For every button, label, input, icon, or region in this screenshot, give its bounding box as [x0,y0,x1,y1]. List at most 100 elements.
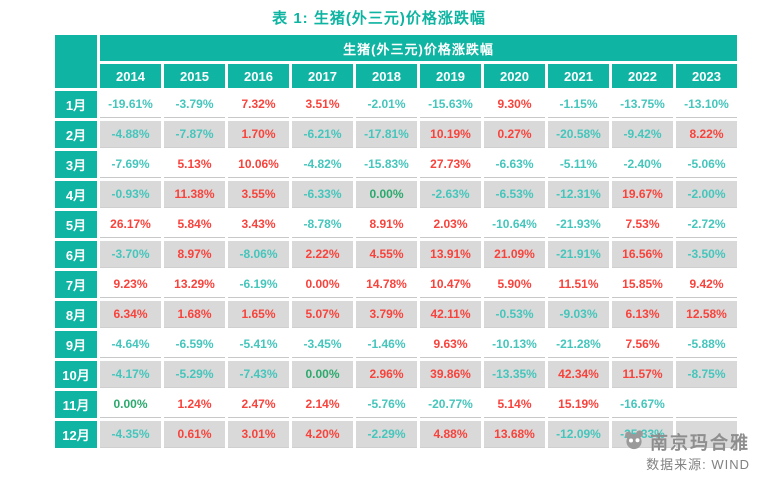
value-cell: 3.79% [356,301,417,328]
value-cell: -4.82% [292,151,353,178]
value-cell: 2.03% [420,211,481,238]
month-label: 9月 [55,331,97,358]
value-cell: 26.17% [100,211,161,238]
watermark-brand: 南京玛合雅 [650,432,750,453]
value-cell: -2.72% [676,211,737,238]
value-cell: -6.21% [292,121,353,148]
value-cell: 39.86% [420,361,481,388]
value-cell: -7.43% [228,361,289,388]
value-cell [676,391,737,418]
table-row: 1月 -19.61% -3.79% 7.32% 3.51% -2.01% -15.63% 9.… [55,91,737,118]
value-cell: 13.29% [164,271,225,298]
value-cell: 15.85% [612,271,673,298]
value-cell: 2.14% [292,391,353,418]
table-row: 6月 -3.70% 8.97% -8.06% 2.22% 4.55% 13.91% 21.09… [55,241,737,268]
value-cell: 5.13% [164,151,225,178]
value-cell: -21.91% [548,241,609,268]
value-cell: -19.61% [100,91,161,118]
value-cell: -5.88% [676,331,737,358]
year-header-2022: 2022 [612,64,673,88]
value-cell: -8.06% [228,241,289,268]
value-cell: 4.20% [292,421,353,448]
value-cell: -6.53% [484,181,545,208]
value-cell: 13.68% [484,421,545,448]
value-cell: -1.15% [548,91,609,118]
year-header-row: 2014 2015 2016 2017 2018 2019 2020 2021 2022 2023 [55,64,737,88]
table-row: 3月 -7.69% 5.13% 10.06% -4.82% -15.83% 27.73% -6… [55,151,737,178]
value-cell: 3.01% [228,421,289,448]
year-header-2014: 2014 [100,64,161,88]
value-cell: -4.88% [100,121,161,148]
value-cell: -5.29% [164,361,225,388]
value-cell: -6.33% [292,181,353,208]
value-cell: 15.19% [548,391,609,418]
year-header-2019: 2019 [420,64,481,88]
table-row: 10月 -4.17% -5.29% -7.43% 0.00% 2.96% 39.86% -13… [55,361,737,388]
table-corner-cell [55,35,97,88]
value-cell: 0.00% [356,181,417,208]
value-cell: -0.93% [100,181,161,208]
value-cell: -7.87% [164,121,225,148]
value-cell: 2.96% [356,361,417,388]
value-cell: 1.65% [228,301,289,328]
value-cell: 1.24% [164,391,225,418]
value-cell: 10.47% [420,271,481,298]
watermark-brand-line: 南京玛合雅 [623,430,750,456]
month-label: 11月 [55,391,97,418]
value-cell: 9.23% [100,271,161,298]
value-cell: -13.35% [484,361,545,388]
value-cell: -2.29% [356,421,417,448]
value-cell: 5.90% [484,271,545,298]
value-cell: 8.91% [356,211,417,238]
month-label: 3月 [55,151,97,178]
value-cell: -2.63% [420,181,481,208]
value-cell: -20.58% [548,121,609,148]
value-cell: -2.40% [612,151,673,178]
value-cell: -6.63% [484,151,545,178]
table-row: 12月 -4.35% 0.61% 3.01% 4.20% -2.29% 4.88% 13.68… [55,421,737,448]
brand-logo-icon [623,430,647,456]
value-cell: -3.79% [164,91,225,118]
value-cell: -13.10% [676,91,737,118]
value-cell: -13.75% [612,91,673,118]
month-label: 10月 [55,361,97,388]
month-label: 2月 [55,121,97,148]
month-label: 5月 [55,211,97,238]
value-cell: 11.51% [548,271,609,298]
value-cell: 5.14% [484,391,545,418]
year-header-2015: 2015 [164,64,225,88]
value-cell: 9.42% [676,271,737,298]
value-cell: -7.69% [100,151,161,178]
value-cell: 10.19% [420,121,481,148]
value-cell: 21.09% [484,241,545,268]
value-cell: 0.61% [164,421,225,448]
value-cell: -5.41% [228,331,289,358]
table-row: 5月 26.17% 5.84% 3.43% -8.78% 8.91% 2.03% -10.64… [55,211,737,238]
page-title: 表 1: 生猪(外三元)价格涨跌幅 [272,10,486,27]
table-row: 4月 -0.93% 11.38% 3.55% -6.33% 0.00% -2.63% -6.5… [55,181,737,208]
value-cell: -10.13% [484,331,545,358]
value-cell: -8.75% [676,361,737,388]
value-cell: 13.91% [420,241,481,268]
value-cell: -4.64% [100,331,161,358]
month-label: 12月 [55,421,97,448]
value-cell: 0.00% [100,391,161,418]
value-cell: -4.35% [100,421,161,448]
value-cell: -0.53% [484,301,545,328]
value-cell: 5.84% [164,211,225,238]
value-cell: 2.22% [292,241,353,268]
watermark-source: 数据来源: WIND [646,457,750,472]
table-row: 9月 -4.64% -6.59% -5.41% -3.45% -1.46% 9.63% -10… [55,331,737,358]
month-label: 4月 [55,181,97,208]
value-cell: 4.55% [356,241,417,268]
value-cell: -21.93% [548,211,609,238]
value-cell: 6.13% [612,301,673,328]
value-cell: 12.58% [676,301,737,328]
year-header-2021: 2021 [548,64,609,88]
value-cell: -3.50% [676,241,737,268]
value-cell: 9.63% [420,331,481,358]
month-label: 7月 [55,271,97,298]
value-cell: -5.76% [356,391,417,418]
value-cell: -6.19% [228,271,289,298]
